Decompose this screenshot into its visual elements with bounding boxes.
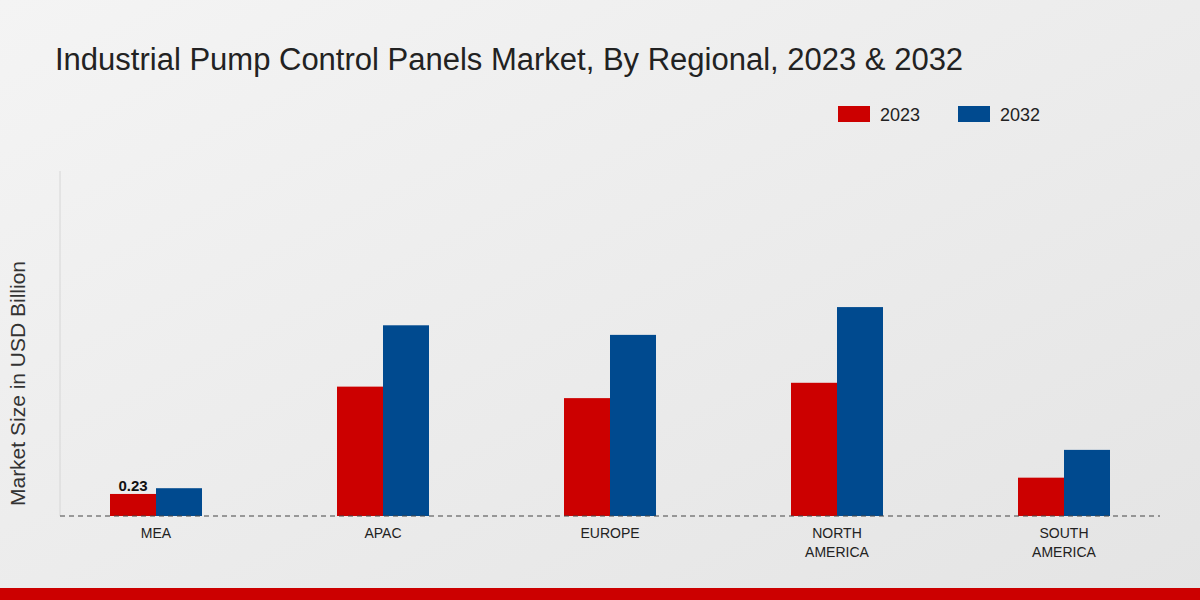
footer-strip: [0, 588, 1200, 600]
bar: [837, 307, 883, 516]
legend-label: 2023: [880, 105, 920, 125]
x-tick-label-line: MEA: [141, 525, 172, 541]
legend-swatch: [838, 106, 870, 122]
x-tick-label: SOUTH AMERICA: [1032, 525, 1096, 560]
x-tick-label: MEA: [141, 525, 172, 541]
data-label: 0.23: [118, 477, 147, 494]
bar: [610, 335, 656, 516]
x-tick-label-line: EUROPE: [580, 525, 639, 541]
bar: [156, 488, 202, 516]
y-axis-label: Market Size in USD Billion: [6, 261, 29, 506]
x-tick-label-line: AMERICA: [1032, 544, 1096, 560]
x-tick-label: EUROPE: [580, 525, 639, 541]
x-tick-label-line: AMERICA: [805, 544, 869, 560]
chart-root: Industrial Pump Control Panels Market, B…: [0, 0, 1200, 600]
x-tick-label: NORTH AMERICA: [805, 525, 869, 560]
bar: [564, 398, 610, 516]
x-tick-label-line: NORTH: [812, 525, 862, 541]
chart-svg: Industrial Pump Control Panels Market, B…: [0, 0, 1200, 600]
bar: [1064, 450, 1110, 516]
bar: [110, 494, 156, 516]
legend-swatch: [958, 106, 990, 122]
x-tick-label-line: SOUTH: [1040, 525, 1089, 541]
x-axis-baseline: [60, 516, 1160, 517]
background: [0, 0, 1200, 600]
bars: [110, 307, 1110, 516]
title: Industrial Pump Control Panels Market, B…: [55, 42, 963, 77]
bar: [383, 325, 429, 516]
x-tick-label-line: APAC: [364, 525, 401, 541]
bar: [337, 387, 383, 516]
bar: [1018, 478, 1064, 516]
bar: [791, 383, 837, 516]
y-axis-line: [60, 171, 61, 516]
legend-label: 2032: [1000, 105, 1040, 125]
x-tick-label: APAC: [364, 525, 401, 541]
